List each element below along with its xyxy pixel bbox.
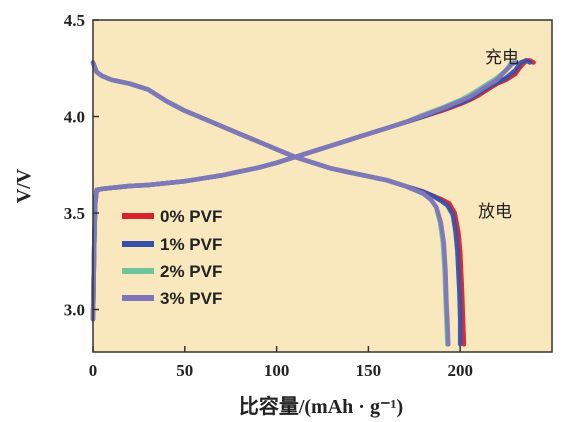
y-tick-label: 4.5 bbox=[64, 11, 85, 30]
plot-background bbox=[93, 20, 552, 352]
legend-label: 1% PVF bbox=[160, 235, 222, 254]
legend-item: 2% PVF bbox=[122, 262, 222, 281]
legend-label: 2% PVF bbox=[160, 262, 222, 281]
x-tick-label: 200 bbox=[447, 361, 473, 380]
y-tick-label: 3.5 bbox=[64, 204, 85, 223]
legend-item: 3% PVF bbox=[122, 289, 222, 308]
x-tick-label: 150 bbox=[356, 361, 382, 380]
annotation-charge: 充电 bbox=[485, 48, 519, 68]
legend-item: 0% PVF bbox=[122, 207, 222, 226]
x-axis-label: 比容量/(mAh · g⁻¹) bbox=[239, 394, 403, 418]
curves-layer bbox=[90, 58, 536, 347]
y-tick-label: 3.0 bbox=[64, 301, 85, 320]
y-tick-label: 4.0 bbox=[64, 108, 85, 127]
legend-label: 0% PVF bbox=[160, 207, 222, 226]
y-axis-label: V/V bbox=[13, 168, 35, 203]
series-discharge-curve bbox=[90, 60, 451, 347]
legend-label: 3% PVF bbox=[160, 289, 222, 308]
x-tick-label: 100 bbox=[264, 361, 290, 380]
legend: 0% PVF 1% PVF 2% PVF 3% PVF bbox=[122, 207, 222, 308]
plot-frame bbox=[92, 19, 553, 353]
legend-item: 1% PVF bbox=[122, 235, 222, 254]
x-tick-label: 50 bbox=[176, 361, 193, 380]
annotation-discharge: 放电 bbox=[478, 202, 512, 222]
ticks-layer: 0 50 100 150 200 3.0 3.5 4.0 4.5 bbox=[64, 11, 473, 380]
series-charge-curve bbox=[90, 60, 518, 322]
x-tick-label: 0 bbox=[89, 361, 98, 380]
